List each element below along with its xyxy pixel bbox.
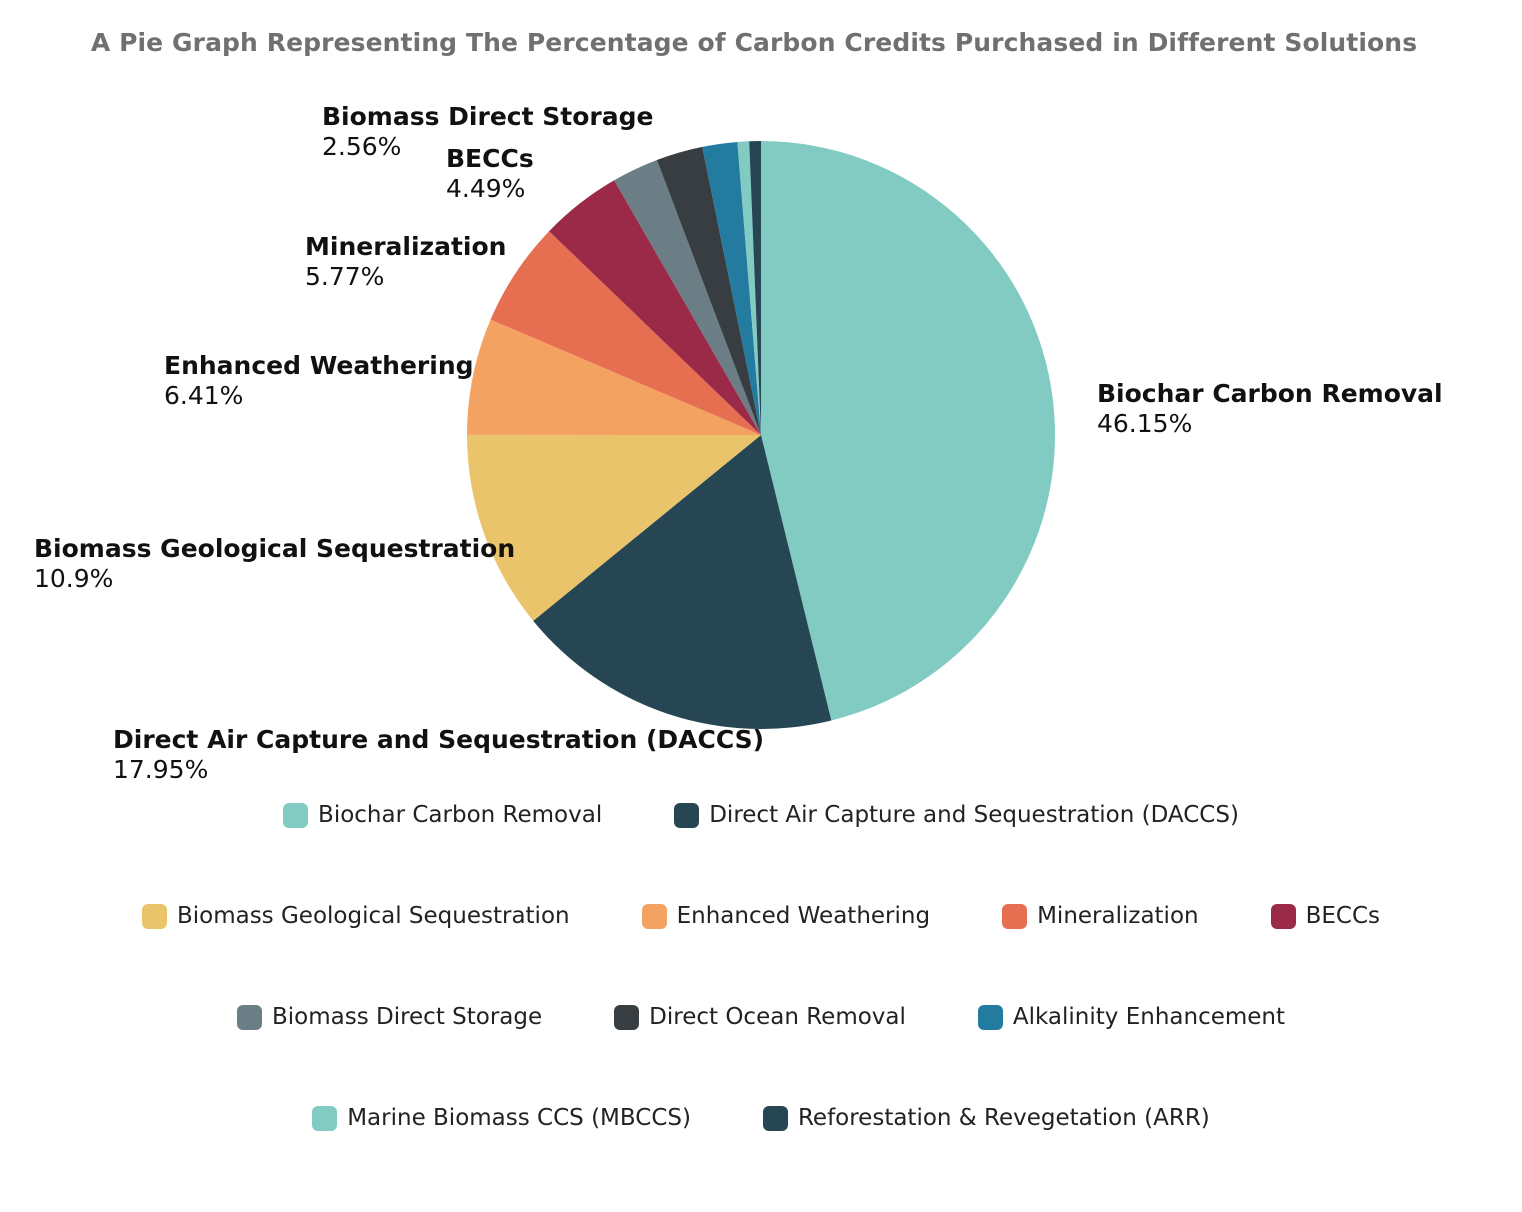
pie-slice-11[interactable] <box>749 141 761 435</box>
pie-slice-5[interactable] <box>490 231 761 435</box>
legend-label: BECCs <box>1305 903 1381 929</box>
pie-slice-7[interactable] <box>614 160 761 436</box>
legend-label: Enhanced Weathering <box>676 903 931 929</box>
legend-swatch <box>1002 903 1028 929</box>
legend-label: Direct Ocean Removal <box>649 1004 906 1030</box>
slice-label-name: Biomass Geological Sequestration <box>34 534 515 563</box>
legend-item[interactable]: Biomass Direct Storage <box>236 1004 543 1030</box>
pie-slice-10[interactable] <box>737 141 761 436</box>
pie-slice-6[interactable] <box>549 180 761 435</box>
legend-row: Biochar Carbon Removal Direct Air Capture… <box>0 802 1522 828</box>
legend-item[interactable]: Biomass Geological Sequestration <box>141 903 570 929</box>
legend-label: Mineralization <box>1037 903 1199 929</box>
legend-swatch <box>283 802 309 828</box>
legend-item[interactable]: Reforestation & Revegetation (ARR) <box>762 1105 1210 1131</box>
slice-label-name: Biomass Direct Storage <box>322 102 653 131</box>
chart-title: A Pie Graph Representing The Percentage … <box>90 28 1418 57</box>
slice-label-name: Biochar Carbon Removal <box>1097 379 1443 408</box>
legend-row: Marine Biomass CCS (MBCCS) Reforestation … <box>0 1105 1522 1131</box>
slice-label-value: 4.49% <box>446 174 525 203</box>
legend-row: Biomass Direct Storage Direct Ocean Remov… <box>0 1004 1522 1030</box>
slice-label-name: Enhanced Weathering <box>164 351 474 380</box>
pie-slice-1[interactable] <box>761 141 1056 721</box>
legend-swatch <box>312 1105 338 1131</box>
legend-item[interactable]: Marine Biomass CCS (MBCCS) <box>312 1105 691 1131</box>
pie-slice-3[interactable] <box>466 434 761 621</box>
legend-item[interactable]: Direct Air Capture and Sequestration (DA… <box>674 802 1239 828</box>
slice-label-value: 2.56% <box>322 132 401 161</box>
pie-slice-2[interactable] <box>533 435 832 730</box>
legend-item[interactable]: Direct Ocean Removal <box>614 1004 906 1030</box>
legend-item[interactable]: Enhanced Weathering <box>641 903 931 929</box>
legend-item[interactable]: Alkalinity Enhancement <box>977 1004 1286 1030</box>
slice-label-value: 10.9% <box>34 564 113 593</box>
slice-label-value: 6.41% <box>164 381 243 410</box>
slice-label-value: 17.95% <box>113 755 208 784</box>
legend-swatch <box>236 1004 262 1030</box>
legend-label: Alkalinity Enhancement <box>1012 1004 1286 1030</box>
slice-label-value: 46.15% <box>1097 409 1192 438</box>
legend-row: Biomass Geological Sequestration Enhanced… <box>0 903 1522 929</box>
legend-item[interactable]: Mineralization <box>1002 903 1199 929</box>
legend-swatch <box>977 1004 1003 1030</box>
legend-swatch <box>641 903 667 929</box>
legend-label: Direct Air Capture and Sequestration (DA… <box>709 802 1239 828</box>
pie-slice-9[interactable] <box>702 141 761 435</box>
slice-label-name: Mineralization <box>305 232 506 261</box>
pie-slice-8[interactable] <box>656 146 761 436</box>
legend-label: Marine Biomass CCS (MBCCS) <box>347 1105 691 1131</box>
legend-label: Biomass Geological Sequestration <box>176 903 570 929</box>
legend-swatch <box>762 1105 788 1131</box>
legend-item[interactable]: Biochar Carbon Removal <box>283 802 602 828</box>
legend-swatch <box>1270 903 1296 929</box>
pie-slice-4[interactable] <box>467 319 761 435</box>
slice-label-value: 5.77% <box>305 262 384 291</box>
legend-item[interactable]: BECCs <box>1270 903 1381 929</box>
slice-label-2: Direct Air Capture and Sequestration (DA… <box>113 725 764 784</box>
pie-slices <box>466 141 1056 730</box>
legend-swatch <box>614 1004 640 1030</box>
legend-swatch <box>674 802 700 828</box>
slice-label-name: BECCs <box>446 144 534 173</box>
legend-label: Reforestation & Revegetation (ARR) <box>797 1105 1210 1131</box>
slice-label-name: Direct Air Capture and Sequestration (DA… <box>113 725 764 754</box>
legend-swatch <box>141 903 167 929</box>
legend-label: Biochar Carbon Removal <box>318 802 603 828</box>
legend-label: Biomass Direct Storage <box>271 1004 543 1030</box>
